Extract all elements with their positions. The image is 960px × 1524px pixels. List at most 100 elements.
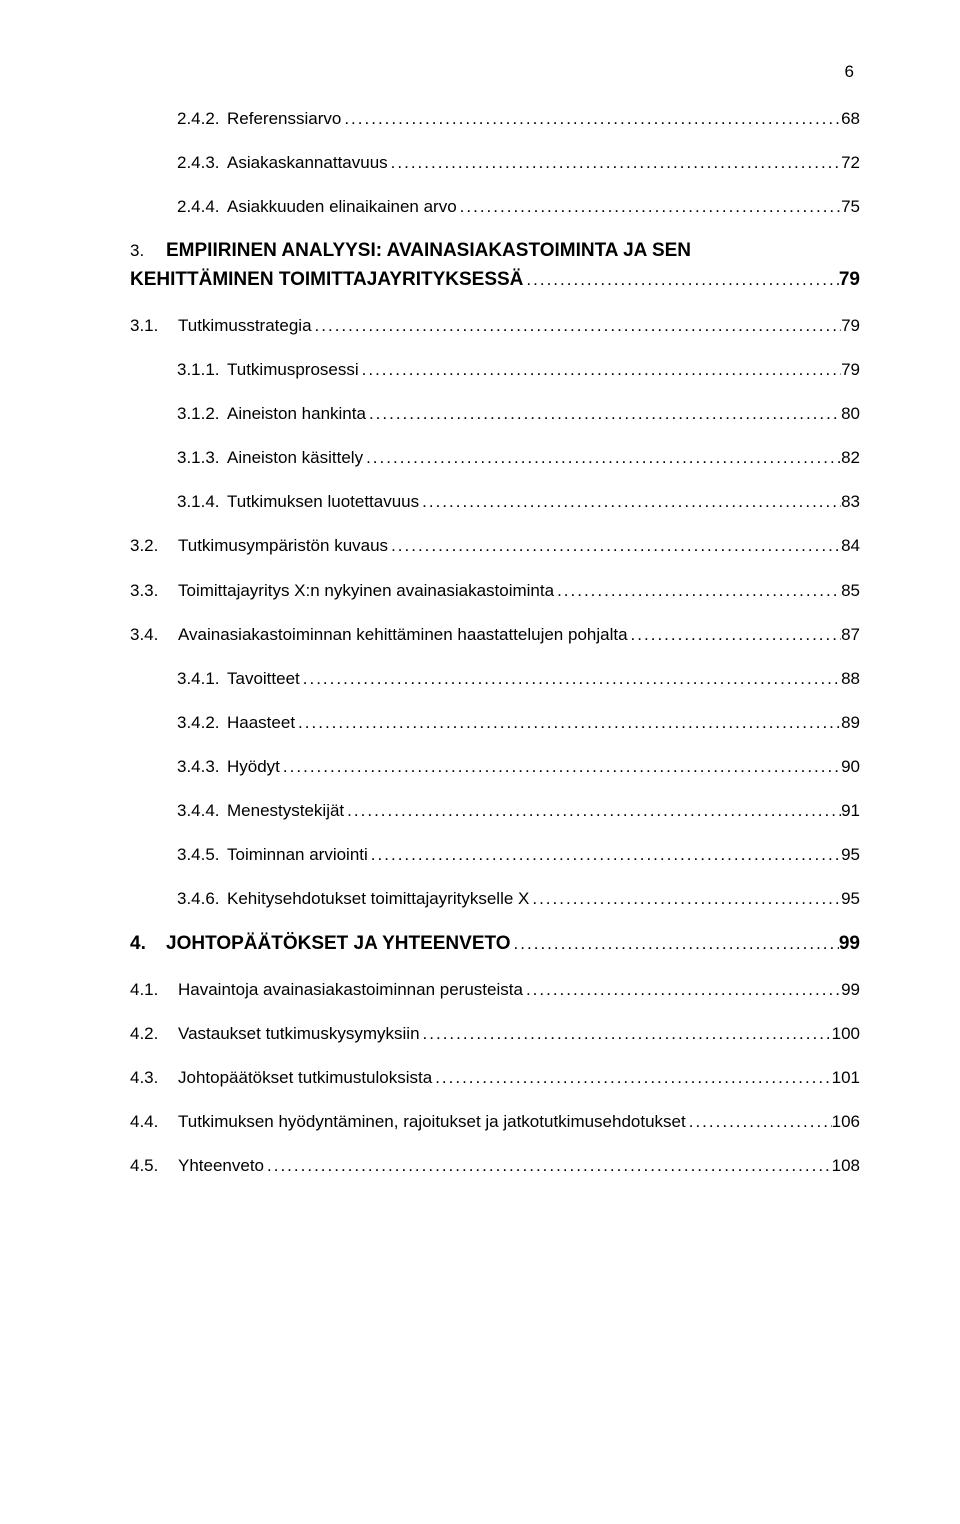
toc-entry-title: Asiakaskannattavuus [227, 152, 388, 174]
toc-leader: ........................................… [388, 535, 841, 557]
toc-entry-number: 3.4.4. [177, 800, 227, 822]
toc-entry-number: 4.3. [130, 1067, 178, 1089]
table-of-contents: 2.4.2.Referenssiarvo....................… [130, 108, 860, 1177]
toc-entry-number: 3.3. [130, 580, 178, 602]
toc-entry-number: 3.4.6. [177, 888, 227, 910]
toc-entry-title: Tutkimuksen luotettavuus [227, 491, 419, 513]
toc-entry: 2.4.4.Asiakkuuden elinaikainen arvo.....… [177, 196, 860, 218]
toc-entry: 3.EMPIIRINEN ANALYYSI: AVAINASIAKASTOIMI… [130, 240, 860, 293]
toc-entry: 3.4.3.Hyödyt............................… [177, 756, 860, 778]
toc-entry-number: 3.2. [130, 535, 178, 557]
toc-entry-number: 3.1. [130, 315, 178, 337]
toc-entry-number: 3.1.1. [177, 359, 227, 381]
toc-entry-page: 75 [841, 196, 860, 218]
toc-entry-title: Toimittajayritys X:n nykyinen avainasiak… [178, 580, 554, 602]
toc-entry-page: 108 [832, 1155, 860, 1177]
toc-entry-number: 3.4.2. [177, 712, 227, 734]
toc-entry-number: 3.4.3. [177, 756, 227, 778]
toc-entry-number: 3.1.4. [177, 491, 227, 513]
toc-entry-page: 100 [832, 1023, 860, 1045]
toc-entry: 4.5.Yhteenveto..........................… [130, 1155, 860, 1177]
toc-entry: 3.1.1.Tutkimusprosessi..................… [177, 359, 860, 381]
toc-entry-title: Aineiston hankinta [227, 403, 366, 425]
toc-entry-title: Toiminnan arviointi [227, 844, 368, 866]
toc-entry-title: Tutkimusympäristön kuvaus [178, 535, 388, 557]
toc-entry-number: 4. [130, 932, 166, 957]
toc-entry: 3.4.Avainasiakastoiminnan kehittäminen h… [130, 624, 860, 646]
toc-leader: ........................................… [628, 624, 842, 646]
toc-entry-page: 88 [841, 668, 860, 690]
toc-entry: 3.1.Tutkimusstrategia...................… [130, 315, 860, 337]
toc-entry-number: 4.5. [130, 1155, 178, 1177]
toc-leader: ........................................… [420, 1023, 832, 1045]
toc-entry-page: 84 [841, 535, 860, 557]
page: 6 2.4.2.Referenssiarvo..................… [0, 0, 960, 1524]
page-number: 6 [845, 62, 854, 82]
toc-entry-title: Tutkimuksen hyödyntäminen, rajoitukset j… [178, 1111, 686, 1133]
toc-entry: 2.4.2.Referenssiarvo....................… [177, 108, 860, 130]
toc-leader: ........................................… [388, 152, 841, 174]
toc-entry: 3.4.2.Haasteet..........................… [177, 712, 860, 734]
toc-entry: 4.3.Johtopäätökset tutkimustuloksista...… [130, 1067, 860, 1089]
toc-leader: ........................................… [300, 668, 841, 690]
toc-entry: 3.1.3.Aineiston käsittely...............… [177, 447, 860, 469]
toc-leader: ........................................… [419, 491, 841, 513]
toc-leader: ........................................… [341, 108, 841, 130]
toc-entry-page: 87 [841, 624, 860, 646]
toc-entry-page: 89 [841, 712, 860, 734]
toc-entry: 3.1.4.Tutkimuksen luotettavuus..........… [177, 491, 860, 513]
toc-entry-number: 2.4.3. [177, 152, 227, 174]
toc-entry-page: 101 [832, 1067, 860, 1089]
toc-entry-title: Yhteenveto [178, 1155, 264, 1177]
toc-leader: ........................................… [523, 979, 841, 1001]
toc-leader: ........................................… [295, 712, 841, 734]
toc-entry-title: Johtopäätökset tutkimustuloksista [178, 1067, 432, 1089]
toc-leader: ........................................… [523, 269, 838, 291]
toc-entry-number: 2.4.2. [177, 108, 227, 130]
toc-entry-number: 3. [130, 241, 166, 261]
toc-entry-title-cont: KEHITTÄMINEN TOIMITTAJAYRITYKSESSÄ [130, 268, 523, 293]
toc-entry-number: 3.1.2. [177, 403, 227, 425]
toc-entry: 4.4.Tutkimuksen hyödyntäminen, rajoituks… [130, 1111, 860, 1133]
toc-entry-number: 4.4. [130, 1111, 178, 1133]
toc-entry-page: 83 [841, 491, 860, 513]
toc-entry-number: 3.1.3. [177, 447, 227, 469]
toc-entry-title: Aineiston käsittely [227, 447, 363, 469]
toc-entry-page: 85 [841, 580, 860, 602]
toc-entry-number: 4.2. [130, 1023, 178, 1045]
toc-entry: 4.1.Havaintoja avainasiakastoiminnan per… [130, 979, 860, 1001]
toc-entry: 3.2.Tutkimusympäristön kuvaus...........… [130, 535, 860, 557]
toc-entry: 3.1.2.Aineiston hankinta................… [177, 403, 860, 425]
toc-entry: 3.3.Toimittajayritys X:n nykyinen avaina… [130, 580, 860, 602]
toc-leader: ........................................… [511, 933, 839, 955]
toc-entry-page: 95 [841, 888, 860, 910]
toc-entry-page: 79 [839, 268, 860, 293]
toc-entry-title: Avainasiakastoiminnan kehittäminen haast… [178, 624, 628, 646]
toc-entry-number: 2.4.4. [177, 196, 227, 218]
toc-entry-page: 79 [841, 315, 860, 337]
toc-leader: ........................................… [264, 1155, 832, 1177]
toc-entry-title: EMPIIRINEN ANALYYSI: AVAINASIAKASTOIMINT… [166, 240, 691, 262]
toc-entry-title: Tavoitteet [227, 668, 300, 690]
toc-entry: 3.4.4.Menestystekijät...................… [177, 800, 860, 822]
toc-entry-page: 82 [841, 447, 860, 469]
toc-entry-title: Kehitysehdotukset toimittajayritykselle … [227, 888, 529, 910]
toc-entry-page: 68 [841, 108, 860, 130]
toc-entry-title: Hyödyt [227, 756, 280, 778]
toc-leader: ........................................… [312, 315, 842, 337]
toc-leader: ........................................… [280, 756, 841, 778]
toc-entry-number: 3.4. [130, 624, 178, 646]
toc-entry-title: Tutkimusstrategia [178, 315, 312, 337]
toc-entry-page: 95 [841, 844, 860, 866]
toc-entry: 3.4.6.Kehitysehdotukset toimittajayrityk… [177, 888, 860, 910]
toc-entry-page: 99 [839, 932, 860, 957]
toc-entry-page: 79 [841, 359, 860, 381]
toc-entry-title: Havaintoja avainasiakastoiminnan peruste… [178, 979, 523, 1001]
toc-entry: 4.JOHTOPÄÄTÖKSET JA YHTEENVETO..........… [130, 932, 860, 957]
toc-leader: ........................................… [686, 1111, 832, 1133]
toc-leader: ........................................… [344, 800, 841, 822]
toc-leader: ........................................… [366, 403, 841, 425]
toc-entry-number: 3.4.1. [177, 668, 227, 690]
toc-entry-title: Tutkimusprosessi [227, 359, 359, 381]
toc-entry-page: 106 [832, 1111, 860, 1133]
